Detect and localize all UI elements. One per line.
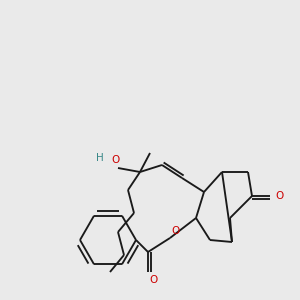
Text: O: O <box>149 275 157 285</box>
Text: O: O <box>171 226 179 236</box>
Text: O: O <box>275 191 283 201</box>
Text: H: H <box>96 153 104 163</box>
Text: O: O <box>111 155 119 165</box>
